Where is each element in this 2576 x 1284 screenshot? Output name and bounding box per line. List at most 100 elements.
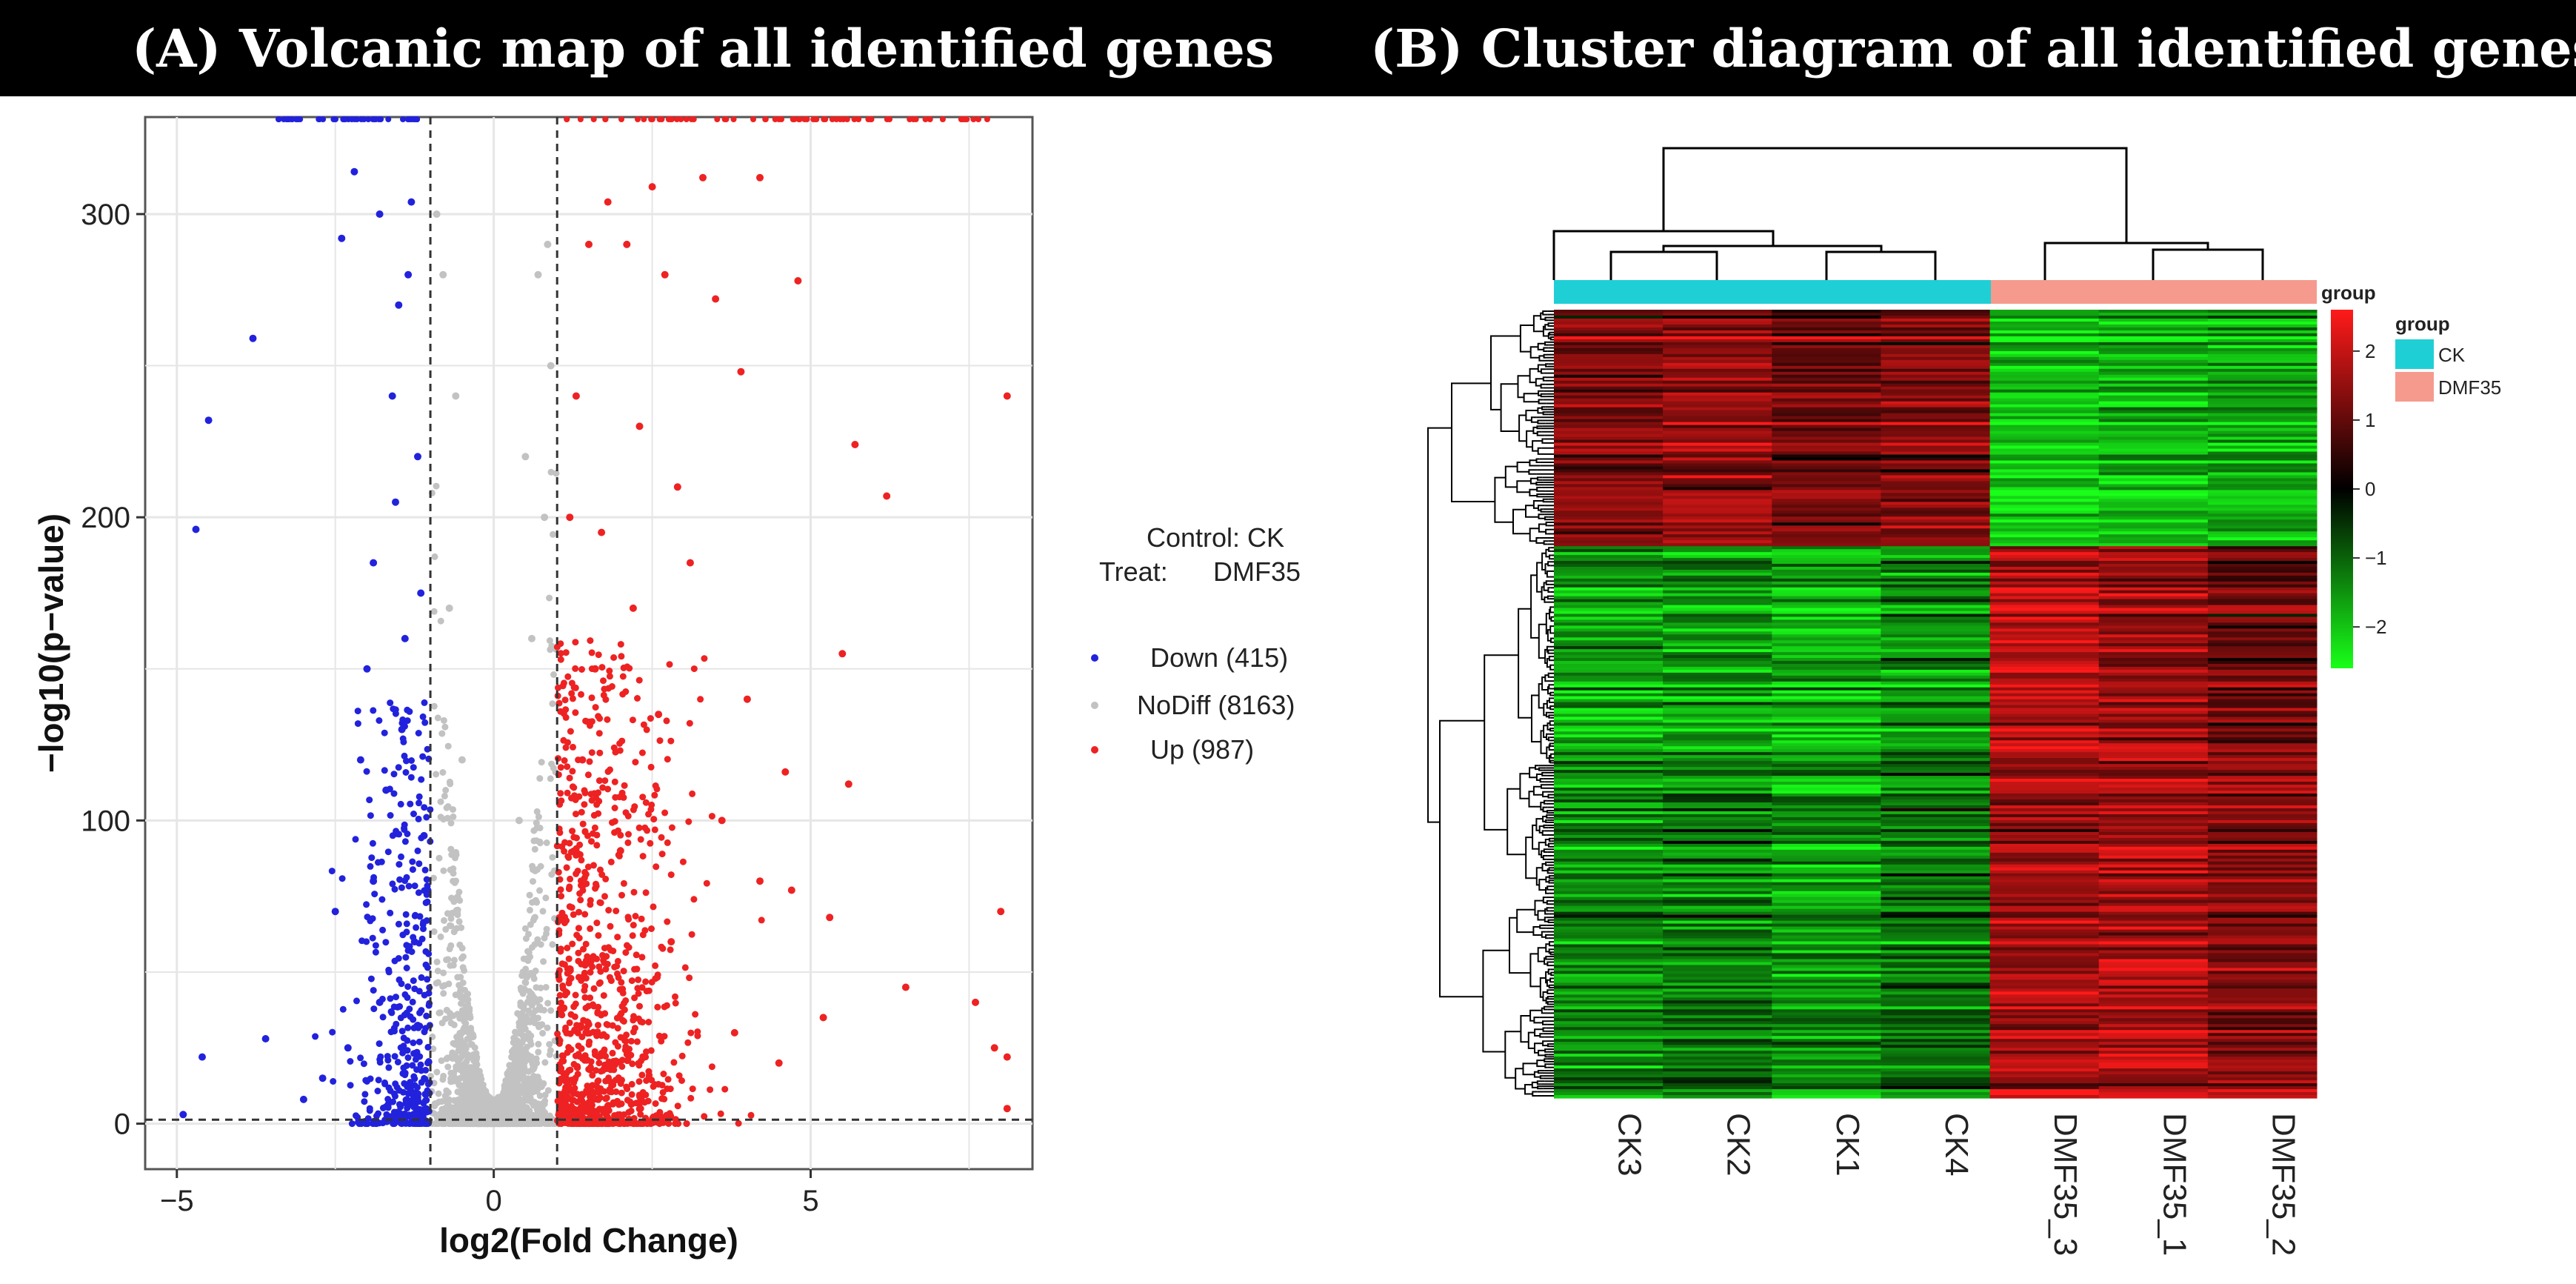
up-point (572, 1000, 579, 1008)
heatmap-cell (1663, 368, 1772, 373)
up-point (750, 116, 756, 122)
nodiff-point (525, 1030, 533, 1037)
heatmap-cell (2098, 350, 2209, 355)
down-point (381, 729, 388, 736)
up-point (629, 932, 636, 939)
row-dendro-branch (1525, 505, 1539, 518)
down-point (375, 859, 381, 866)
up-point (653, 863, 660, 871)
up-point (650, 903, 657, 911)
up-point (644, 827, 651, 834)
down-point (347, 1058, 354, 1065)
up-point (578, 808, 585, 816)
heatmap-cell (1881, 321, 1990, 325)
panel-a-title: (A) Volcanic map of all identified genes (132, 18, 1275, 79)
up-point (602, 696, 610, 703)
up-point (658, 851, 666, 858)
heatmap-cell (1554, 356, 1664, 361)
up-point (638, 749, 646, 756)
down-point (403, 874, 410, 881)
nodiff-point (477, 1072, 484, 1080)
up-point (588, 694, 595, 702)
up-point (605, 944, 613, 951)
up-point (558, 1065, 565, 1072)
down-point (421, 1028, 428, 1036)
up-point (590, 790, 598, 797)
up-point (631, 1025, 638, 1032)
nodiff-point (430, 702, 438, 710)
nodiff-point (539, 1100, 547, 1107)
heatmap-cell (1554, 330, 1664, 334)
up-point (664, 839, 671, 846)
nodiff-point (441, 792, 448, 799)
up-point (621, 1046, 629, 1054)
down-point (404, 270, 413, 279)
down-point (422, 961, 430, 968)
up-point (558, 1011, 566, 1019)
up-point (612, 794, 619, 801)
up-point (708, 1063, 715, 1071)
nodiff-point (528, 1112, 535, 1120)
up-point (636, 1002, 643, 1010)
nodiff-point (494, 1120, 501, 1128)
row-dendro-branch (1494, 476, 1513, 523)
down-point (293, 116, 299, 122)
down-point (392, 498, 399, 506)
down-point (403, 965, 410, 971)
heatmap-cell (1881, 345, 1990, 349)
up-point (635, 1120, 642, 1127)
heatmap-cell (1772, 347, 1881, 352)
heatmap-cell (2098, 312, 2209, 316)
up-point (614, 1097, 621, 1105)
nodiff-point (542, 984, 550, 991)
row-dendro-branch (1545, 861, 1548, 866)
nodiff-point (541, 1059, 549, 1066)
up-point (707, 1086, 714, 1094)
nodiff-point (430, 608, 438, 615)
up-point (689, 1085, 696, 1093)
up-point (625, 831, 632, 838)
panel-b-title: (B) Cluster diagram of all identified ge… (1370, 18, 2576, 79)
up-point (616, 847, 624, 855)
up-point (667, 938, 675, 946)
row-dendro-branch (1532, 315, 1544, 333)
heatmap-cell (2098, 380, 2209, 385)
heatmap-cell (1554, 389, 1664, 393)
heatmap-cell (2207, 392, 2318, 396)
row-dendro-branch (1545, 522, 1548, 527)
up-point (637, 1111, 644, 1118)
up-point (730, 1028, 738, 1037)
nodiff-point (547, 468, 555, 476)
nodiff-point (473, 1054, 481, 1061)
row-dendro-branch (1518, 608, 1532, 719)
up-point (684, 1039, 692, 1046)
down-point (391, 1115, 398, 1122)
up-point (570, 911, 577, 918)
up-point (584, 953, 591, 960)
down-point (409, 1062, 416, 1069)
nodiff-point (444, 742, 452, 750)
up-point (623, 240, 631, 248)
down-point (354, 708, 361, 715)
nodiff-point (521, 453, 530, 461)
nodiff-point (535, 1040, 542, 1048)
nodiff-point (440, 867, 447, 874)
down-point (369, 915, 376, 922)
heatmap-cell (2207, 383, 2318, 387)
up-point (644, 1097, 652, 1105)
down-point (371, 116, 378, 122)
up-point (607, 922, 614, 930)
down-point (414, 453, 421, 461)
nodiff-point (527, 1000, 535, 1008)
heatmap-cell (1663, 392, 1772, 396)
heatmap-cell (1772, 312, 1881, 316)
up-point (610, 654, 618, 661)
down-point (418, 1120, 425, 1127)
up-point (907, 116, 913, 122)
up-point (614, 957, 621, 965)
row-dendro-branch (1537, 1085, 1544, 1090)
heatmap-cell (1554, 377, 1664, 382)
down-point (412, 911, 419, 919)
heatmap-cell (1772, 362, 1881, 367)
down-point (407, 1080, 415, 1088)
